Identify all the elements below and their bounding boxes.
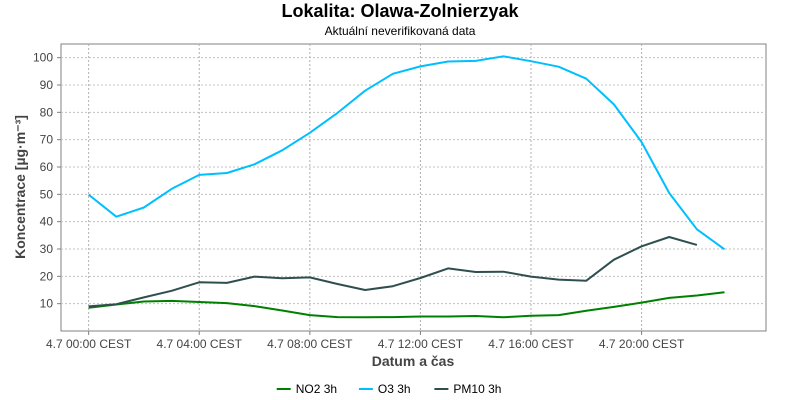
series-line-no2-3h [88, 291, 725, 319]
y-tick-label: 70 [40, 133, 54, 147]
x-tick-label: 4.7 16:00 CEST [488, 337, 574, 351]
y-tick-label: 50 [40, 187, 54, 201]
plot-area [60, 43, 767, 332]
x-tick-label: 4.7 04:00 CEST [157, 337, 243, 351]
legend-label-o3-3h: O3 3h [378, 382, 411, 396]
y-tick-label: 60 [40, 160, 54, 174]
x-tick-label: 4.7 20:00 CEST [599, 337, 685, 351]
legend-label-no2-3h: NO2 3h [296, 382, 337, 396]
y-tick-label: 90 [40, 78, 54, 92]
y-tick-label: 100 [33, 51, 53, 65]
y-tick-label: 40 [40, 215, 54, 229]
x-tick-label: 4.7 00:00 CEST [46, 337, 132, 351]
y-tick-label: 30 [40, 242, 54, 256]
series-lines [87, 55, 726, 319]
series-line-pm10-3h [88, 236, 698, 308]
x-tick-label: 4.7 08:00 CEST [267, 337, 353, 351]
y-axis-label: Koncentrace [µg·m⁻³] [12, 115, 28, 259]
x-tick-label: 4.7 12:00 CEST [378, 337, 464, 351]
legend-label-pm10-3h: PM10 3h [453, 382, 501, 396]
legend: NO2 3h O3 3h PM10 3h [276, 382, 501, 396]
grid [61, 44, 766, 331]
y-tick-label: 20 [40, 269, 54, 283]
series-line-o3-3h [87, 55, 726, 251]
chart-subtitle: Aktuální neverifikovaná data [325, 24, 476, 38]
x-axis-label: Datum a čas [372, 353, 455, 369]
chart-title: Lokalita: Olawa-Zolnierzyak [281, 1, 519, 21]
y-tick-label: 80 [40, 105, 54, 119]
y-tick-label: 10 [40, 297, 54, 311]
axis-ticks: 10 20 30 40 50 60 70 80 90 100 4.7 00:00 CEST 4.7 0… [33, 51, 685, 351]
